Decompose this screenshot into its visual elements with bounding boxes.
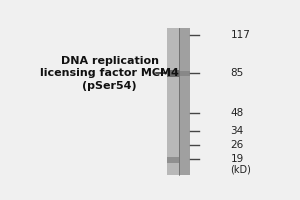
Bar — [179, 71, 190, 76]
Text: 48: 48 — [230, 108, 244, 118]
Bar — [179, 28, 190, 175]
Text: 117: 117 — [230, 30, 250, 40]
Text: 26: 26 — [230, 140, 244, 150]
Text: 85: 85 — [230, 68, 244, 78]
Bar — [167, 70, 178, 77]
Text: 34: 34 — [230, 126, 244, 136]
Text: DNA replication
licensing factor MCM4
(pSer54): DNA replication licensing factor MCM4 (p… — [40, 56, 179, 91]
Bar — [179, 158, 190, 163]
Bar — [167, 28, 178, 175]
Bar — [167, 157, 178, 163]
Text: (kD): (kD) — [230, 165, 251, 175]
Text: 19: 19 — [230, 154, 244, 164]
